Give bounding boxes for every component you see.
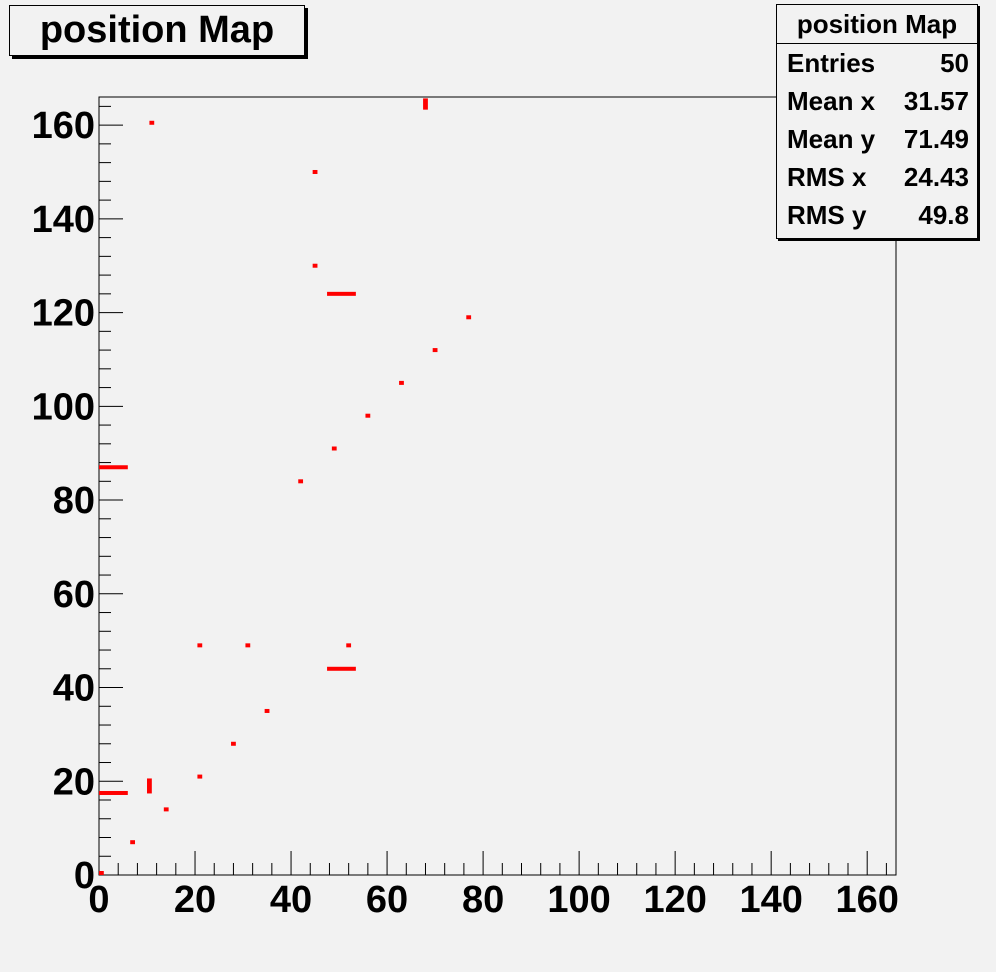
stats-box: position Map Entries 50 Mean x 31.57 Mea…: [776, 4, 978, 239]
stats-label: RMS y: [787, 199, 867, 230]
data-point: [331, 446, 337, 451]
stats-label: Entries: [787, 47, 876, 78]
x-tick-label: 160: [835, 879, 898, 921]
x-tick-label: 0: [88, 879, 109, 921]
stats-value: 71.49: [903, 123, 969, 154]
plot-frame: [98, 96, 897, 876]
x-tick-label: 20: [174, 879, 216, 921]
data-point: [245, 643, 251, 648]
data-point: [197, 643, 203, 648]
stats-value: 50: [940, 47, 969, 78]
y-tick-label: 120: [32, 293, 95, 335]
y-tick-label: 60: [53, 574, 95, 616]
stats-label: Mean y: [787, 123, 876, 154]
stats-value: 31.57: [903, 85, 969, 116]
stats-value: 24.43: [903, 161, 969, 192]
data-point: [327, 666, 356, 671]
stats-label: Mean x: [787, 85, 876, 116]
y-tick-label: 0: [74, 855, 95, 897]
stats-row-rms-x: RMS x 24.43: [777, 158, 977, 196]
stats-row-entries: Entries 50: [777, 44, 977, 82]
stats-row-mean-y: Mean y 71.49: [777, 120, 977, 158]
data-point: [298, 479, 304, 484]
stats-title: position Map: [777, 5, 977, 44]
y-tick-label: 140: [32, 199, 95, 241]
x-tick-label: 80: [462, 879, 504, 921]
data-point: [99, 790, 128, 795]
data-point: [99, 871, 104, 875]
data-point: [163, 807, 169, 812]
data-point: [466, 315, 472, 320]
x-tick-label: 40: [270, 879, 312, 921]
data-point: [327, 291, 356, 296]
x-tick-label: 100: [547, 879, 610, 921]
data-point: [423, 98, 428, 110]
x-tick-label: 120: [643, 879, 706, 921]
data-point: [149, 120, 155, 125]
data-point: [130, 840, 136, 845]
stats-value: 49.8: [918, 199, 969, 230]
y-tick-label: 20: [53, 761, 95, 803]
y-tick-label: 40: [53, 668, 95, 710]
data-point: [432, 348, 438, 353]
data-point: [147, 778, 152, 794]
stats-label: RMS x: [787, 161, 867, 192]
data-point: [264, 708, 270, 713]
data-point: [197, 774, 203, 779]
data-point: [399, 380, 404, 385]
data-point: [365, 413, 371, 418]
data-point: [312, 263, 318, 268]
stats-row-mean-x: Mean x 31.57: [777, 82, 977, 120]
x-tick-label: 140: [739, 879, 802, 921]
y-tick-label: 80: [53, 480, 95, 522]
y-tick-label: 100: [32, 386, 95, 428]
data-point: [312, 169, 318, 174]
data-point: [99, 465, 128, 470]
y-tick-label: 160: [32, 105, 95, 147]
chart-title: position Map: [9, 5, 305, 56]
stats-row-rms-y: RMS y 49.8: [777, 196, 977, 234]
data-point: [231, 741, 236, 746]
data-point: [346, 643, 352, 648]
x-tick-label: 60: [366, 879, 408, 921]
